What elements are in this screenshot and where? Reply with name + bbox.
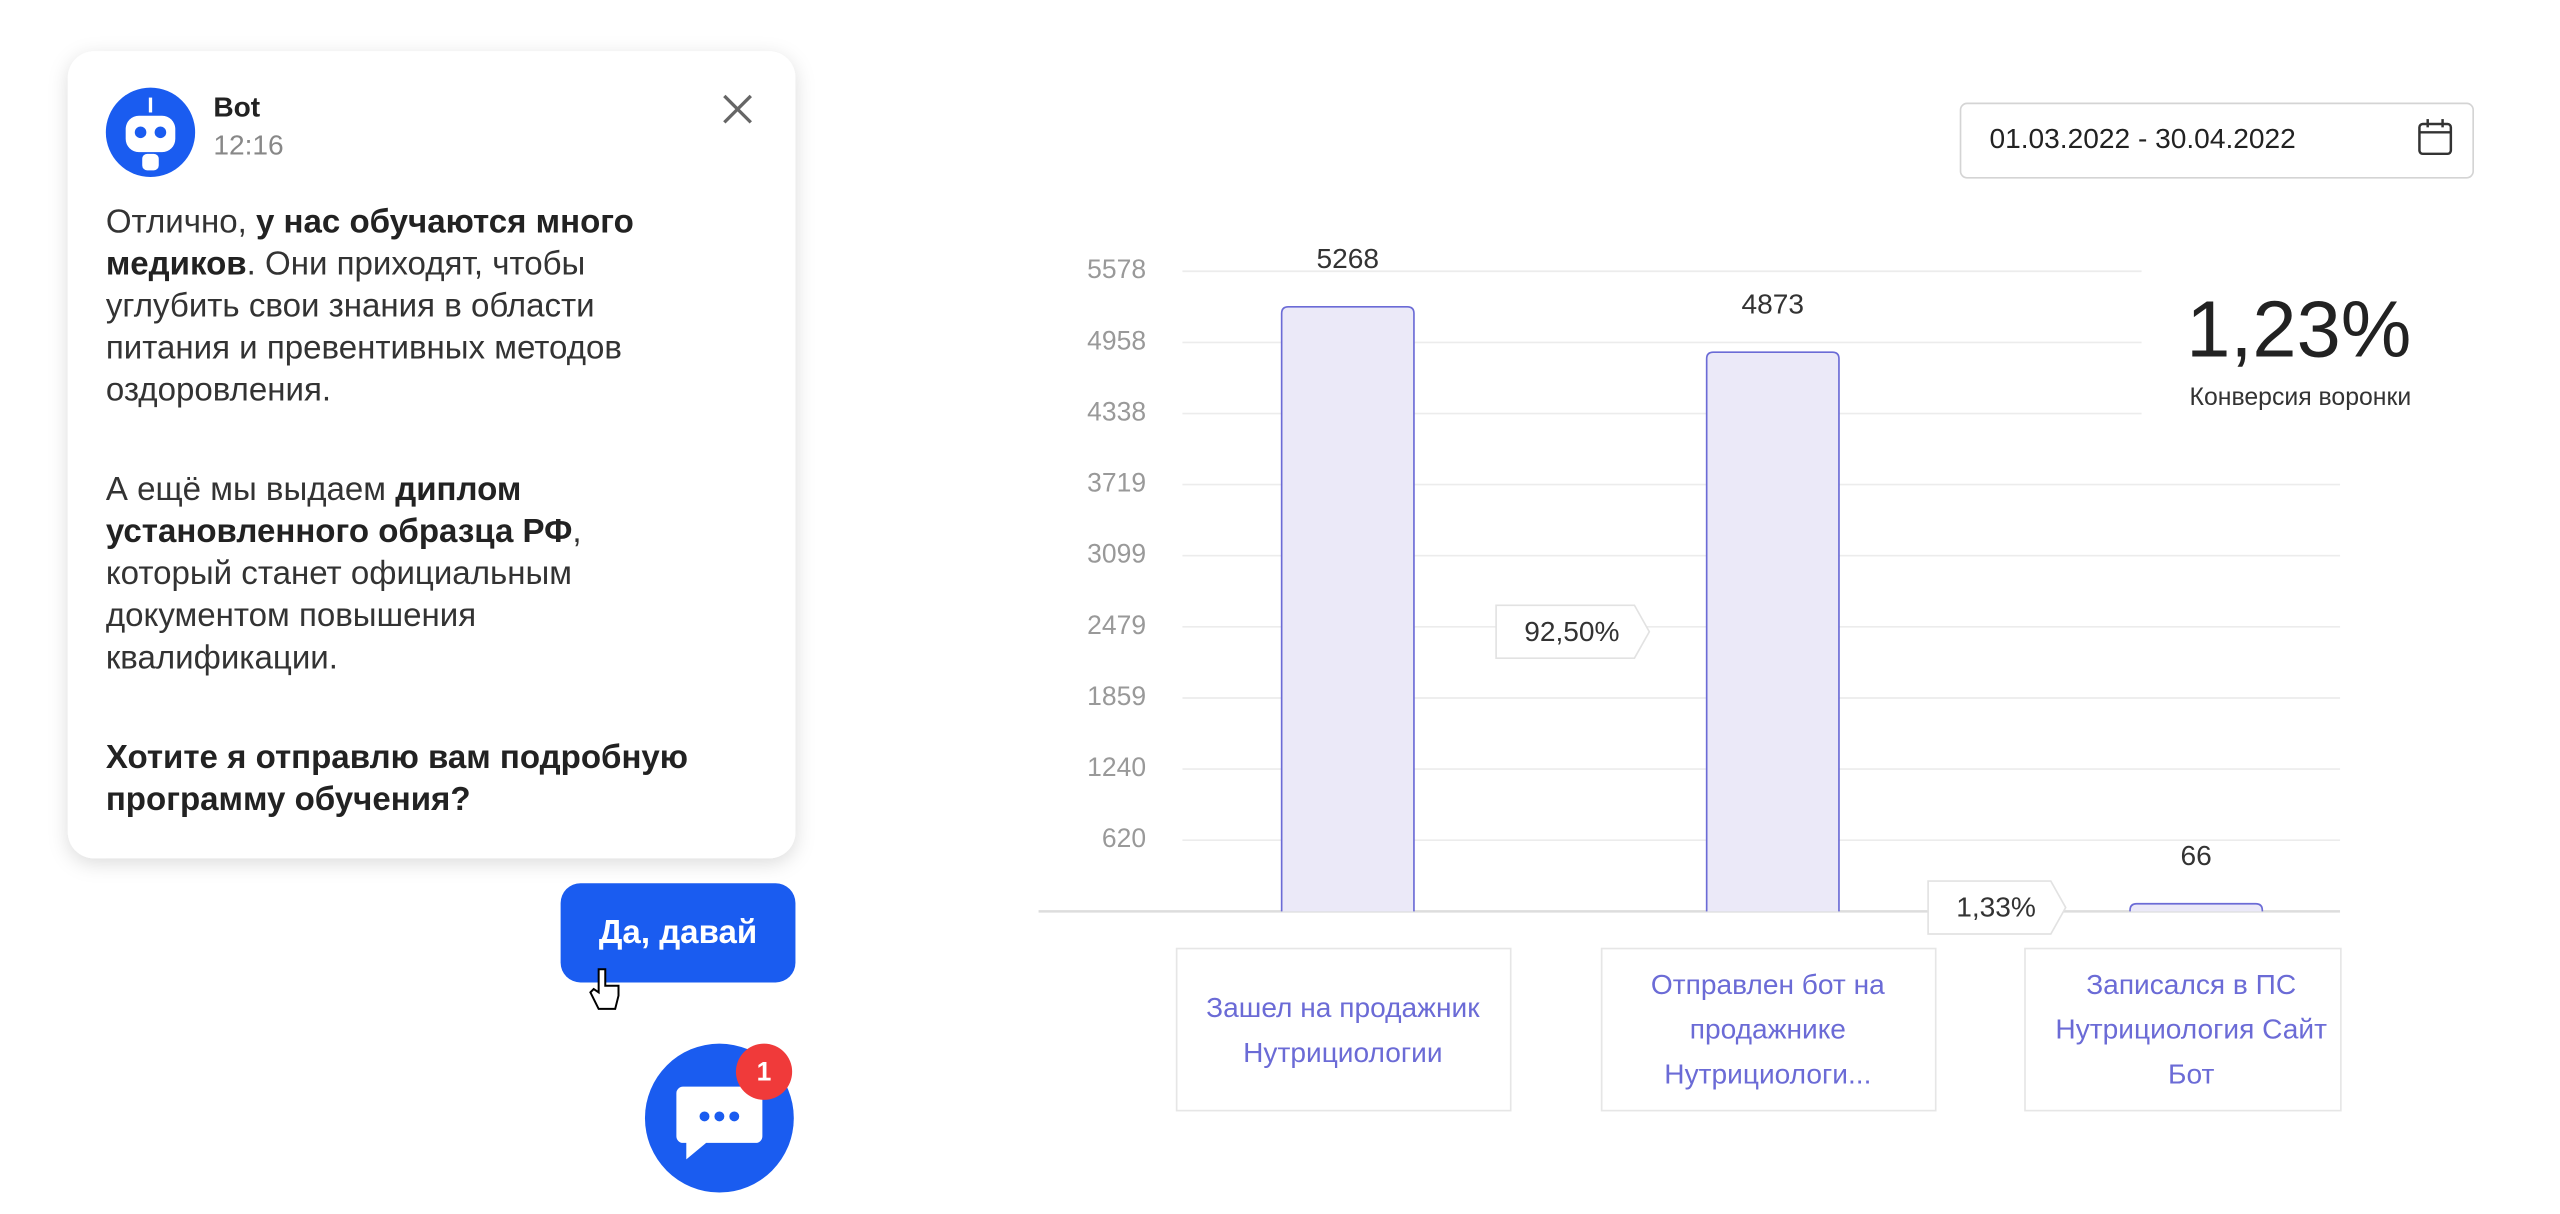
y-tick-label: 4958 <box>1087 325 1146 355</box>
message-line: программу обучения? <box>106 781 471 818</box>
category-box <box>1175 947 1512 1112</box>
message-line: питания и превентивных методов <box>106 329 622 366</box>
bot-avatar <box>105 87 196 177</box>
total-conversion: 1,23% <box>2186 285 2411 374</box>
message-segment: диплом <box>395 471 521 508</box>
message-line: медиков. Они приходят, чтобы <box>106 245 585 282</box>
message-segment: . Они приходят, чтобы <box>247 245 586 282</box>
message-line: квалификации. <box>106 639 338 676</box>
message-segment: квалификации. <box>106 639 338 676</box>
message-line: установленного образца РФ, <box>106 513 582 550</box>
notification-badge <box>735 1043 793 1100</box>
bar <box>1705 351 1840 912</box>
category-label-box: Записался в ПС Нутрициология Сайт Бот <box>2055 969 2328 1090</box>
date-picker[interactable]: 01.03.2022 - 30.04.2022 <box>1959 102 2475 179</box>
y-tick-label: 3099 <box>1087 539 1146 569</box>
funnel-chart: 620 1240 1859 2479 3099 3719 4338 4958 5578 5268 З… <box>1038 243 2342 1112</box>
message-line: Отлично, у нас обучаются много <box>106 203 634 240</box>
message-segment: оздоровления. <box>106 371 331 408</box>
message-line: который станет официальным <box>106 555 572 592</box>
category-label-box: Отправлен бот на продажнике Нутрициологи… <box>1650 969 1885 1090</box>
bar <box>1280 305 1415 912</box>
reply-button[interactable]: Да, давай <box>560 883 796 983</box>
category-box <box>2024 947 2342 1112</box>
message-segment: А ещё мы выдаем <box>106 471 395 508</box>
y-tick-label: 620 <box>1102 823 1146 853</box>
total-conversion-caption: Конверсия воронки <box>2190 384 2412 411</box>
message-segment: который станет официальным <box>106 555 572 592</box>
y-tick-label: 2479 <box>1087 610 1146 640</box>
message-line: А ещё мы выдаем диплом <box>106 471 521 508</box>
message-segment: документом повышения <box>106 597 476 634</box>
y-tick-label: 5578 <box>1087 254 1146 284</box>
sender-name: Bot <box>213 92 260 123</box>
cursor <box>589 968 620 1010</box>
reply-button-label[interactable]: Да, давай <box>599 914 757 951</box>
message-segment: , <box>572 513 581 550</box>
message-segment: Хотите я отправлю вам подробную <box>106 739 688 776</box>
badge-count: 1 <box>757 1056 772 1086</box>
conversion-tag <box>1927 880 2067 935</box>
chat-card <box>67 51 796 859</box>
message-segment: установленного образца РФ <box>106 513 573 550</box>
category-label-box: Зашел на продажник Нутрициологии <box>1206 991 1480 1068</box>
y-tick-label: 3719 <box>1087 468 1146 498</box>
date-range[interactable]: 01.03.2022 - 30.04.2022 <box>1989 123 2295 154</box>
bar-value-label: 66 <box>2181 840 2212 871</box>
bar-value-label: 4873 <box>1742 288 1805 319</box>
y-tick-label: 1859 <box>1087 681 1146 711</box>
message-segment: питания и превентивных методов <box>106 329 622 366</box>
category-label: Отправлен бот на продажнике Нутрициологи… <box>1650 969 1885 1090</box>
message-line: углубить свои знания в области <box>106 287 595 324</box>
message-segment: углубить свои знания в области <box>106 287 595 324</box>
y-tick-label: 4338 <box>1087 397 1146 427</box>
message-segment: медиков <box>106 245 247 282</box>
message-segment: у нас обучаются много <box>256 203 634 240</box>
message-line: оздоровления. <box>106 371 331 408</box>
message-time: 12:16 <box>213 130 283 161</box>
category-box <box>1600 947 1937 1112</box>
conversion-tag <box>1495 604 1651 660</box>
category-label: Зашел на продажник Нутрициологии <box>1206 991 1480 1068</box>
message-segment: Отлично, <box>106 203 256 240</box>
bar-value-label: 5268 <box>1317 243 1380 274</box>
conversion-label: 92,50% <box>1524 616 1619 647</box>
close-button[interactable] <box>723 94 752 124</box>
message-line: Хотите я отправлю вам подробную <box>106 739 688 776</box>
message-line: документом повышения <box>106 597 476 634</box>
y-tick-label: 1240 <box>1087 752 1146 782</box>
bar <box>2129 902 2264 912</box>
conversion-label: 1,33% <box>1956 892 2036 923</box>
category-label: Записался в ПС Нутрициология Сайт Бот <box>2055 969 2328 1090</box>
message-segment: программу обучения? <box>106 781 471 818</box>
